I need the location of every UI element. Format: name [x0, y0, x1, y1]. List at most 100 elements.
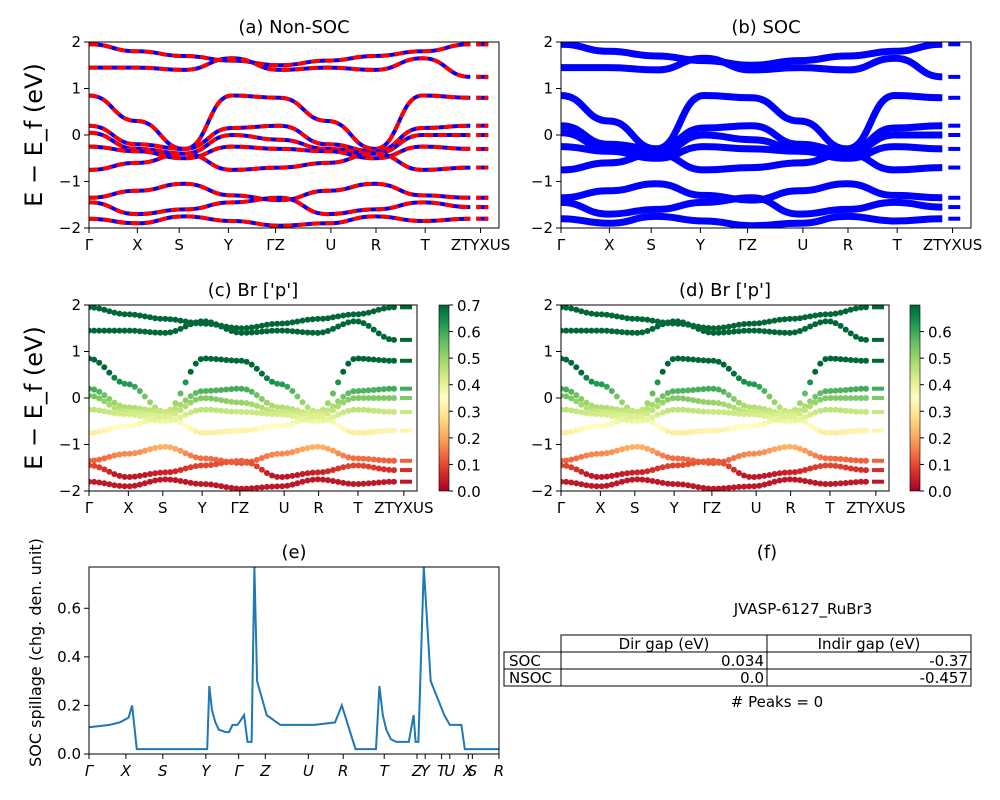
- band-point: [842, 356, 849, 363]
- band-point: [837, 387, 844, 394]
- band-point: [700, 386, 707, 393]
- x-tick-label: X: [132, 236, 142, 254]
- band-point: [345, 463, 352, 470]
- band-point: [375, 465, 382, 472]
- panel-title: (a) Non-SOC: [238, 17, 349, 38]
- band-point: [330, 478, 336, 484]
- band-point: [202, 395, 209, 402]
- band-point: [664, 396, 671, 403]
- band-point: [340, 479, 347, 486]
- band-point: [136, 388, 143, 394]
- x-tick-label: Γ: [557, 499, 566, 517]
- band-point: [629, 414, 636, 420]
- band-point: [730, 455, 737, 461]
- band-point: [258, 484, 265, 491]
- band-point: [279, 381, 286, 388]
- band-point: [705, 385, 712, 392]
- band-point: [751, 450, 758, 457]
- band-point: [340, 425, 347, 432]
- band-point: [751, 327, 758, 334]
- band-point: [674, 429, 681, 436]
- band-point: [837, 395, 844, 401]
- band-point: [380, 357, 387, 364]
- band-point: [91, 356, 98, 363]
- band-point: [812, 409, 819, 416]
- band-point: [131, 411, 138, 418]
- band-point: [350, 318, 357, 325]
- band-point: [141, 328, 148, 335]
- band-point: [101, 455, 108, 462]
- band-point: [578, 468, 585, 475]
- band-point: [771, 471, 778, 477]
- band-point: [659, 393, 666, 400]
- band-point: [634, 413, 641, 420]
- band-point: [680, 355, 686, 362]
- band-point: [218, 460, 225, 467]
- band-point: [563, 478, 570, 485]
- panel-0: −2 −1 0 1 2 Γ X S Y ΓZ U R T ZTYXUS (a) Non-SOC E − E_f…: [20, 17, 510, 254]
- band-point: [858, 408, 864, 415]
- band-point: [330, 390, 336, 397]
- band-point: [197, 395, 204, 402]
- band-point: [608, 413, 615, 419]
- band-point: [350, 395, 357, 402]
- band-point: [761, 413, 768, 419]
- band-point: [746, 411, 753, 418]
- band-point: [812, 464, 819, 471]
- band-point: [863, 408, 869, 415]
- band-point: [269, 451, 275, 458]
- band-point: [807, 379, 814, 386]
- band-point: [822, 455, 829, 462]
- band-point: [355, 388, 362, 394]
- band-point: [842, 480, 849, 486]
- band-point: [705, 408, 712, 415]
- band-point: [608, 449, 615, 456]
- band-point: [837, 356, 844, 363]
- band-point: [314, 476, 321, 483]
- band-point: [253, 463, 260, 470]
- colorbar-tick-label: 0.5: [457, 350, 481, 368]
- band-point: [177, 467, 184, 473]
- band-point: [817, 319, 824, 326]
- band-point: [573, 480, 580, 487]
- colorbar-tick-label: 0.5: [928, 350, 952, 368]
- band-point: [152, 470, 159, 477]
- band-point: [796, 416, 803, 423]
- band-point: [568, 428, 575, 435]
- panel-2: −2 −1 0 1 2 Γ X S Y ΓZ U R T ZTYXUS (c) Br ['p'] E − E_…: [20, 280, 434, 517]
- band-point: [253, 323, 260, 330]
- band-point: [345, 480, 352, 487]
- band-point: [238, 457, 245, 464]
- band-point: [812, 399, 819, 406]
- band-point: [101, 398, 108, 405]
- y-tick-label: 0.4: [57, 648, 81, 666]
- band-point: [136, 413, 143, 419]
- band-point: [858, 385, 864, 392]
- band-point: [776, 415, 783, 422]
- band-point: [629, 469, 636, 476]
- band-point: [360, 455, 367, 462]
- band-point: [238, 485, 245, 491]
- band-point: [208, 319, 214, 326]
- band-point: [187, 321, 194, 328]
- panel-title: (f): [757, 542, 777, 563]
- plot-area: [561, 305, 885, 491]
- band-point: [192, 407, 199, 414]
- band-point: [608, 312, 615, 319]
- band-point: [578, 426, 585, 432]
- band-point: [654, 478, 661, 485]
- band-point: [659, 479, 666, 486]
- band-point: [202, 481, 209, 488]
- band-point: [685, 482, 692, 489]
- band-point: [324, 445, 331, 452]
- band-line-dashed-6: [89, 151, 471, 172]
- band-point: [309, 469, 316, 476]
- band-point: [96, 395, 103, 402]
- band-point: [674, 395, 681, 402]
- band-point: [593, 450, 600, 457]
- band-point: [340, 464, 347, 471]
- band-point: [162, 329, 169, 336]
- band-point: [639, 476, 646, 483]
- band-point: [603, 383, 610, 390]
- band-point: [269, 411, 275, 418]
